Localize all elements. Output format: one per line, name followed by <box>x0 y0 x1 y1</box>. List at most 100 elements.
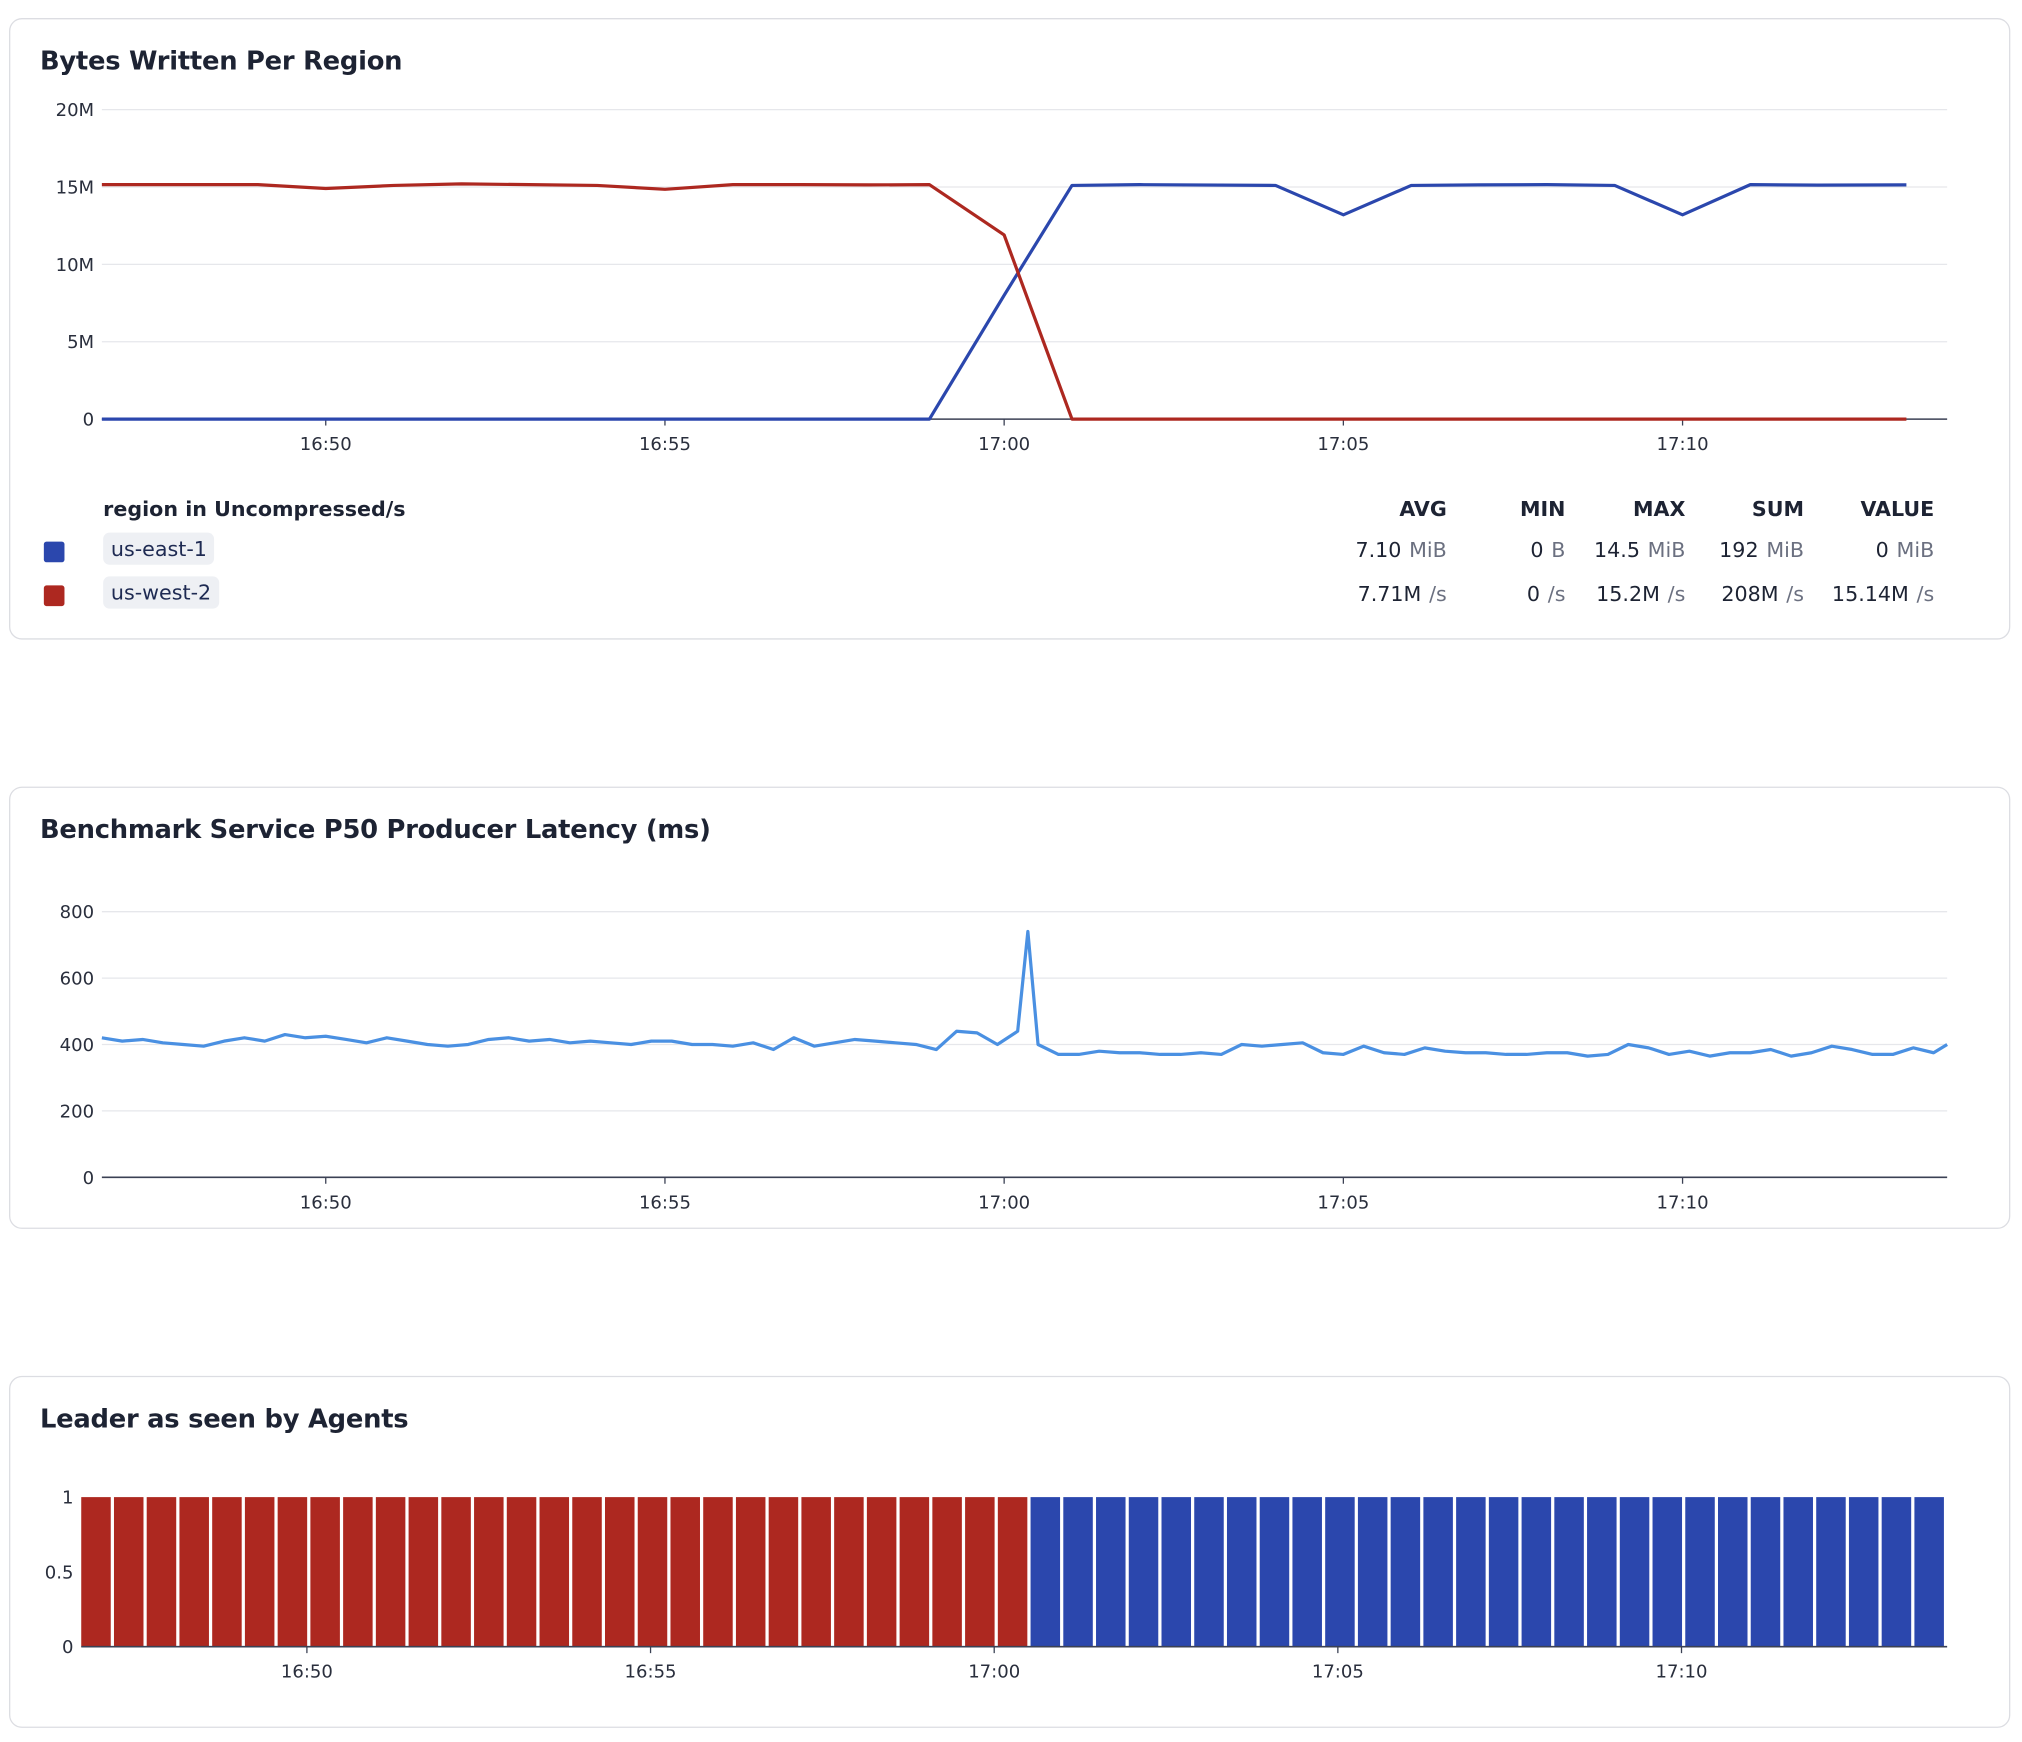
y-tick-label: 200 <box>60 1101 94 1122</box>
series-line-us-east-1 <box>101 183 1907 421</box>
x-tick-label: 17:10 <box>1657 1192 1709 1213</box>
bytes-panel: Bytes Written Per Region 0 5M 10M 15M 20M 16:… <box>9 18 2011 640</box>
y-tick-label: 20M <box>56 100 95 121</box>
leader-bar <box>408 1497 439 1647</box>
bytes-chart: 0 5M 10M 15M 20M 16:50 16:55 17:00 17:05 17:10 <box>56 100 1948 455</box>
y-tick-label: 1 <box>62 1488 73 1509</box>
leader-bar <box>1848 1497 1879 1647</box>
leader-bar <box>1783 1497 1813 1647</box>
legend-row-us-west-2[interactable]: us-west-2 7.71M/s 0/s 15.2M/s 208M/s 15.… <box>10 576 2011 615</box>
leader-bar <box>1325 1497 1355 1647</box>
x-tick-label: 17:00 <box>978 434 1030 455</box>
leader-bar <box>1194 1497 1224 1647</box>
y-tick-label: 0 <box>83 410 94 431</box>
leader-bar <box>113 1497 144 1647</box>
x-tick-label: 16:50 <box>300 1192 352 1213</box>
legend-max: 15.2M/s <box>1596 581 1686 607</box>
leader-bar <box>441 1497 471 1647</box>
leader-bar <box>539 1497 570 1647</box>
leader-bar <box>179 1497 209 1647</box>
leader-bar <box>801 1497 831 1647</box>
leader-bar <box>735 1497 766 1647</box>
leader-bar <box>768 1497 799 1647</box>
legend-col-max: MAX <box>1632 496 1686 521</box>
leader-bar <box>932 1497 962 1647</box>
x-tick-label: 16:50 <box>281 1662 333 1683</box>
leader-bar <box>1128 1497 1159 1647</box>
leader-bar <box>572 1497 602 1647</box>
leader-bar <box>1652 1497 1683 1647</box>
y-tick-label: 5M <box>67 332 94 353</box>
legend-col-min: MIN <box>1519 496 1566 521</box>
legend-avg: 7.71M/s <box>1357 581 1447 607</box>
series-line-us-west-2 <box>101 182 1907 421</box>
leader-bar <box>343 1497 373 1647</box>
legend-min: 0/s <box>1526 581 1566 607</box>
y-tick-label: 600 <box>60 969 94 990</box>
leader-chart: 0 0.5 1 16:50 16:55 17:00 17:05 17:10 <box>45 1488 1948 1683</box>
leader-bar <box>965 1497 995 1647</box>
leader-bar <box>1685 1497 1715 1647</box>
legend-label-us-east-1[interactable]: us-east-1 <box>103 532 215 565</box>
x-tick-label: 16:55 <box>639 1192 691 1213</box>
legend-col-sum: SUM <box>1751 496 1805 521</box>
leader-bar <box>81 1497 111 1647</box>
latency-panel: Benchmark Service P50 Producer Latency (… <box>9 786 2011 1229</box>
legend-header: region in Uncompressed/s <box>103 496 406 521</box>
leader-bar <box>1914 1497 1944 1647</box>
y-tick-label: 0 <box>83 1168 94 1189</box>
leader-bar <box>605 1497 635 1647</box>
leader-bar <box>375 1497 406 1647</box>
legend-sum: 208M/s <box>1721 581 1805 607</box>
x-tick-label: 16:55 <box>625 1662 677 1683</box>
leader-bar <box>1717 1497 1748 1647</box>
y-tick-label: 15M <box>56 177 95 198</box>
leader-bar <box>1456 1497 1486 1647</box>
leader-bar <box>997 1497 1028 1647</box>
leader-bar <box>1226 1497 1257 1647</box>
leader-bar <box>703 1497 733 1647</box>
leader-bar <box>1881 1497 1912 1647</box>
leader-bar <box>1488 1497 1519 1647</box>
leader-bar <box>244 1497 275 1647</box>
leader-bar <box>899 1497 930 1647</box>
leader-bar <box>146 1497 177 1647</box>
x-tick-label: 16:55 <box>639 434 691 455</box>
legend-label-us-west-2[interactable]: us-west-2 <box>103 576 219 609</box>
legend-col-avg: AVG <box>1399 496 1447 521</box>
x-tick-label: 17:05 <box>1317 434 1369 455</box>
legend-value: 0 MiB <box>1875 537 1935 563</box>
panel-title: Benchmark Service P50 Producer Latency (… <box>39 813 711 845</box>
x-tick-label: 17:05 <box>1317 1192 1369 1213</box>
leader-bar <box>1259 1497 1290 1647</box>
legend-value: 15.14M/s <box>1831 581 1935 607</box>
x-tick-label: 17:05 <box>1312 1662 1364 1683</box>
leader-bar <box>1587 1497 1617 1647</box>
leader-bar <box>310 1497 340 1647</box>
bytes-legend: region in Uncompressed/s AVG MIN MAX SUM… <box>10 484 2011 639</box>
leader-bar <box>1750 1497 1781 1647</box>
leader-bar <box>1816 1497 1846 1647</box>
leader-bar <box>1096 1497 1126 1647</box>
leader-bar <box>277 1497 308 1647</box>
leader-bar <box>1423 1497 1453 1647</box>
legend-avg: 7.10 MiB <box>1355 537 1447 563</box>
leader-panel: Leader as seen by Agents 0 0.5 1 16:50 16:55… <box>9 1375 2011 1728</box>
leader-bar <box>212 1497 242 1647</box>
y-tick-label: 10M <box>56 255 95 276</box>
leader-bar <box>506 1497 537 1647</box>
x-tick-label: 16:50 <box>300 434 352 455</box>
legend-sum: 192 MiB <box>1719 537 1805 563</box>
y-tick-label: 800 <box>60 902 94 923</box>
leader-bar <box>1063 1497 1093 1647</box>
leader-bar <box>1030 1497 1061 1647</box>
y-tick-label: 400 <box>60 1035 94 1056</box>
leader-bar <box>1390 1497 1421 1647</box>
leader-bar <box>637 1497 668 1647</box>
panel-title: Bytes Written Per Region <box>39 45 403 77</box>
swatch-us-east-1 <box>43 541 65 563</box>
latency-chart: 0 200 400 600 800 16:50 16:55 17:00 17:05 17:10 <box>60 902 1948 1213</box>
x-tick-label: 17:00 <box>968 1662 1020 1683</box>
